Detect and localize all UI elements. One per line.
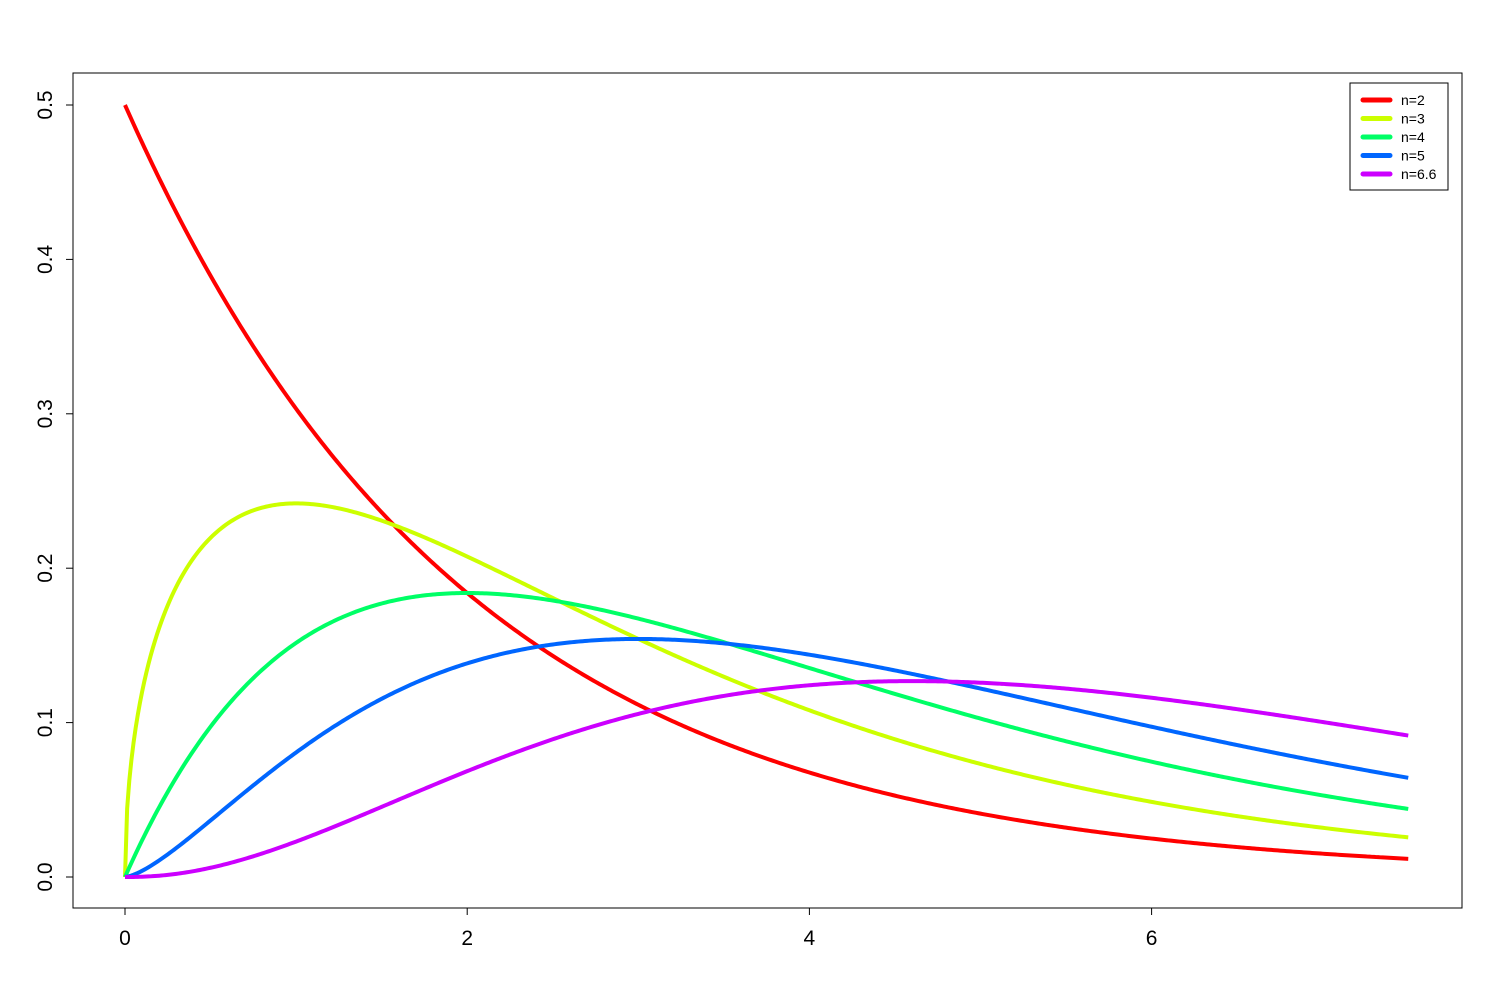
legend: n=2 n=3 n=4 n=5 n=6.6 [1349, 82, 1449, 191]
curves [123, 104, 1409, 879]
series-line-n=2 [123, 104, 1409, 861]
x-axis: 0 2 4 6 [119, 907, 1158, 950]
y-tick-label: 0.1 [34, 708, 57, 737]
x-tick-label: 6 [1146, 927, 1158, 950]
series-line-n=5 [124, 636, 1409, 879]
legend-label: n=6.6 [1401, 166, 1437, 182]
y-tick-label: 0.0 [34, 862, 57, 891]
y-tick-label: 0.5 [34, 90, 57, 119]
y-tick-label: 0.4 [34, 244, 57, 274]
legend-label: n=5 [1401, 148, 1425, 164]
series-line-n=3 [123, 501, 1409, 878]
y-axis: 0.0 0.1 0.2 0.3 0.4 0.5 [34, 90, 74, 892]
x-tick-label: 4 [804, 927, 816, 950]
series-line-n=4 [123, 591, 1409, 878]
legend-label: n=2 [1401, 92, 1425, 108]
legend-label: n=3 [1401, 111, 1425, 127]
y-tick-label: 0.3 [34, 399, 57, 428]
x-tick-label: 0 [119, 927, 131, 950]
series-line-n=6.6 [125, 679, 1409, 879]
legend-label: n=4 [1401, 129, 1425, 145]
x-tick-label: 2 [461, 927, 473, 950]
y-tick-label: 0.2 [34, 554, 57, 583]
